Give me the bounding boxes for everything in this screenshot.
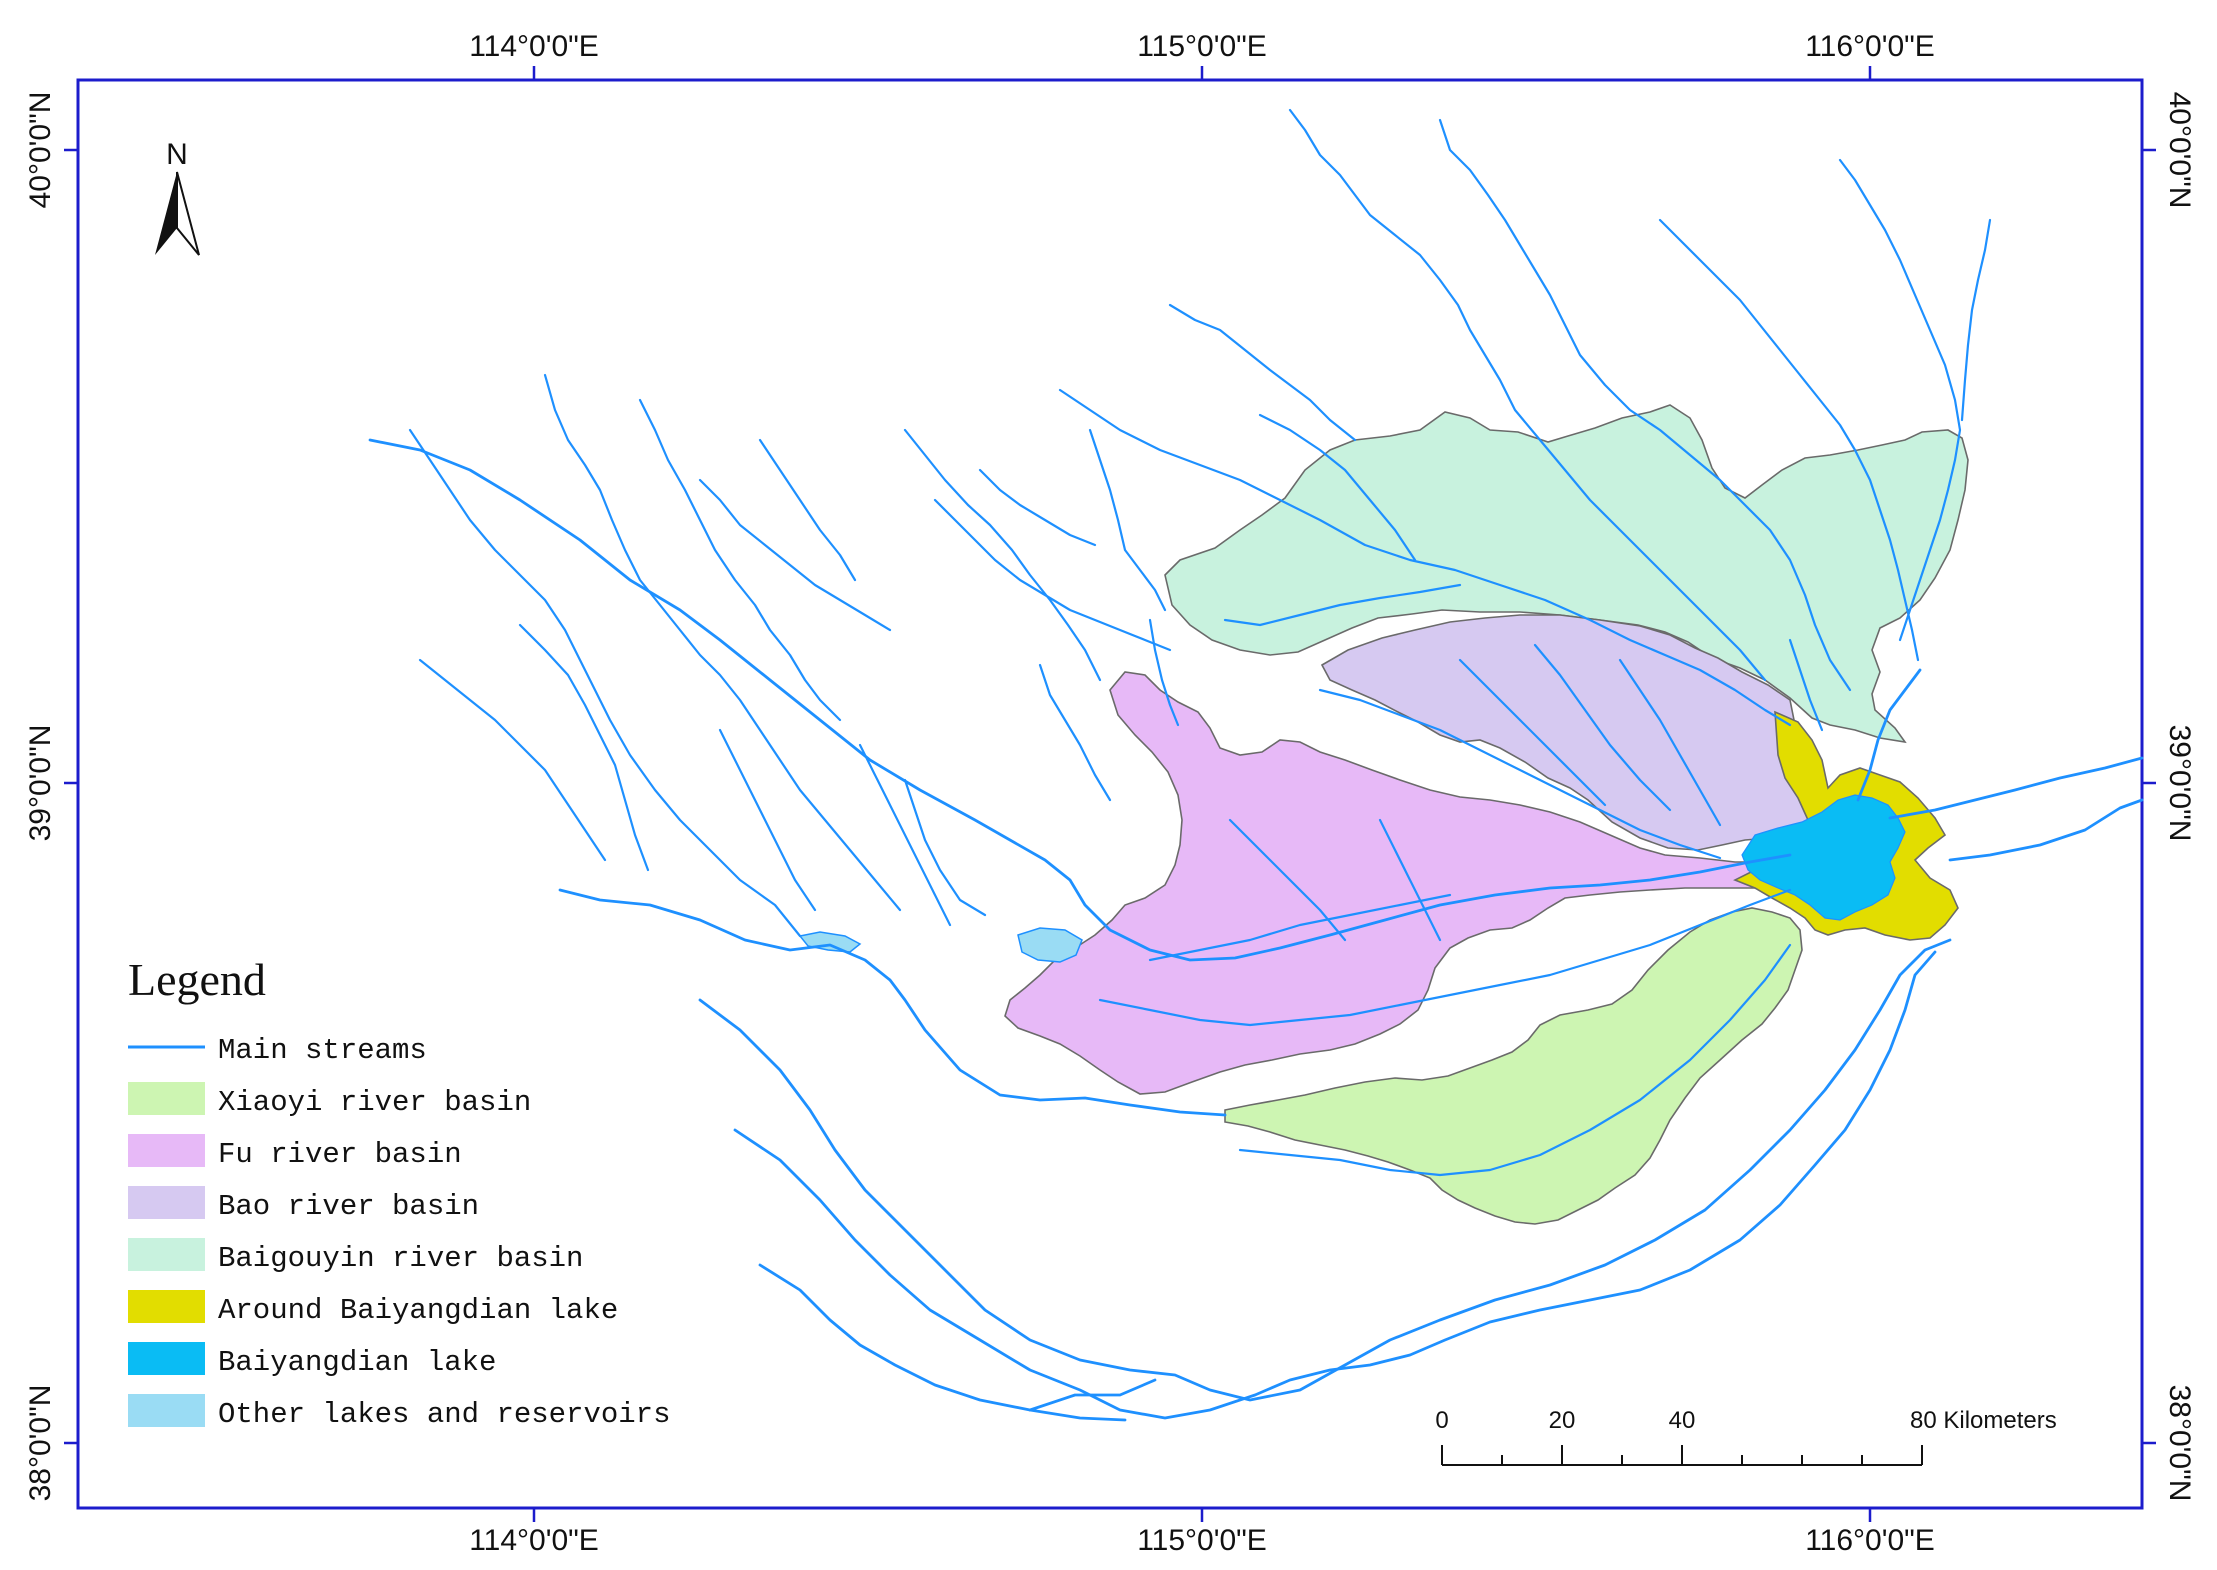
legend-swatch-fu <box>128 1134 205 1167</box>
top-axis-label: 114°0'0"E <box>469 30 599 63</box>
scale-label: 80 Kilometers <box>1910 1407 2057 1434</box>
xiaoyi-river-basin <box>1224 907 1803 1225</box>
legend-swatch-other-lakes <box>128 1394 205 1427</box>
legend-label-bao: Bao river basin <box>218 1190 479 1223</box>
scale-bar: 0 20 40 80 Kilometers <box>1435 1407 2057 1466</box>
scale-label: 0 <box>1435 1407 1448 1434</box>
right-axis-label: 40°0'0"N <box>2163 92 2196 209</box>
bottom-axis-label: 115°0'0"E <box>1137 1524 1267 1557</box>
legend: Legend Main streams Xiaoyi river basin F… <box>128 954 670 1431</box>
legend-label-around-baiyangdian: Around Baiyangdian lake <box>218 1294 618 1327</box>
bottom-axis-label: 116°0'0"E <box>1805 1524 1935 1557</box>
legend-label-xiaoyi: Xiaoyi river basin <box>218 1086 531 1119</box>
bottom-axis-label: 114°0'0"E <box>469 1524 599 1557</box>
legend-label-baigouyin: Baigouyin river basin <box>218 1242 583 1275</box>
legend-label-fu: Fu river basin <box>218 1138 462 1171</box>
north-arrow-label: N <box>166 138 188 171</box>
left-axis-label: 40°0'0"N <box>24 92 57 209</box>
scale-label: 40 <box>1669 1407 1696 1434</box>
legend-swatch-bao <box>128 1186 205 1219</box>
top-axis-label: 115°0'0"E <box>1137 30 1267 63</box>
legend-swatch-xiaoyi <box>128 1082 205 1115</box>
legend-swatch-around-baiyangdian <box>128 1290 205 1323</box>
legend-label-baiyangdian: Baiyangdian lake <box>218 1346 496 1379</box>
legend-swatch-baiyangdian <box>128 1342 205 1375</box>
left-axis-label: 38°0'0"N <box>24 1385 57 1502</box>
top-axis-label: 116°0'0"E <box>1805 30 1935 63</box>
right-axis-label: 39°0'0"N <box>2163 725 2196 842</box>
graticule-ticks <box>64 66 2156 1522</box>
reservoir <box>1017 927 1083 963</box>
north-arrow: N <box>155 138 200 256</box>
main-streams <box>368 108 2144 1422</box>
legend-label-main-streams: Main streams <box>218 1034 427 1067</box>
right-axis-label: 38°0'0"N <box>2163 1385 2196 1502</box>
scale-label: 20 <box>1549 1407 1576 1434</box>
baigouyin-river-basin <box>1164 404 1969 744</box>
legend-swatch-baigouyin <box>128 1238 205 1271</box>
north-arrow-icon <box>155 172 177 255</box>
baiyangdian-lake <box>1741 794 1906 921</box>
legend-label-other-lakes: Other lakes and reservoirs <box>218 1398 670 1431</box>
left-axis-label: 39°0'0"N <box>24 725 57 842</box>
legend-title: Legend <box>128 954 266 1005</box>
